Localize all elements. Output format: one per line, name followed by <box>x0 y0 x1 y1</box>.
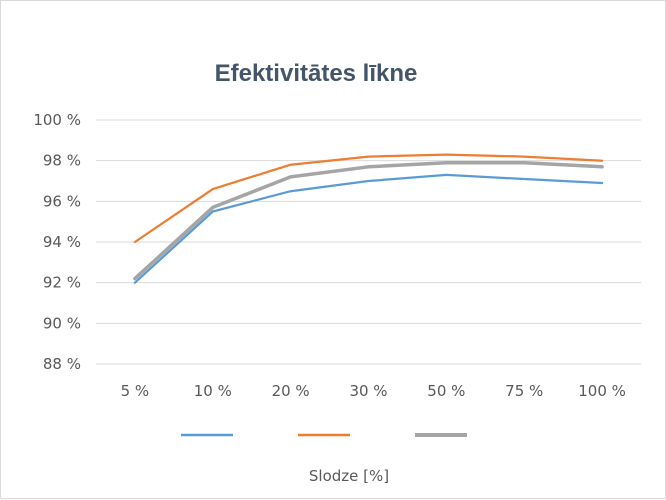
series-line <box>133 173 604 284</box>
x-axis-title: Slodze [%] <box>309 467 389 485</box>
y-tick-label: 88 % <box>43 355 81 373</box>
y-tick-label: 90 % <box>43 314 81 332</box>
x-tick-label: 50 % <box>427 382 465 400</box>
x-tick-label: 20 % <box>272 382 310 400</box>
series-lines <box>133 153 604 284</box>
gridlines <box>96 119 641 365</box>
x-tick-label: 30 % <box>349 382 387 400</box>
x-tick-label: 5 % <box>121 382 150 400</box>
x-axis-ticks: 5 % 10 % 20 % 30 % 50 % 75 % 100 % <box>121 382 626 400</box>
series-line <box>133 160 604 281</box>
x-tick-label: 10 % <box>194 382 232 400</box>
y-tick-label: 100 % <box>33 111 81 129</box>
x-tick-label: 75 % <box>505 382 543 400</box>
x-tick-label: 100 % <box>578 382 626 400</box>
y-axis-ticks: 88 % 90 % 92 % 94 % 96 % 98 % 100 % <box>33 111 81 373</box>
y-tick-label: 94 % <box>43 233 81 251</box>
chart-title: Efektivitātes līkne <box>215 60 418 87</box>
y-tick-label: 92 % <box>43 274 81 292</box>
y-tick-label: 96 % <box>43 192 81 210</box>
series-line <box>133 153 604 244</box>
y-tick-label: 98 % <box>43 152 81 170</box>
